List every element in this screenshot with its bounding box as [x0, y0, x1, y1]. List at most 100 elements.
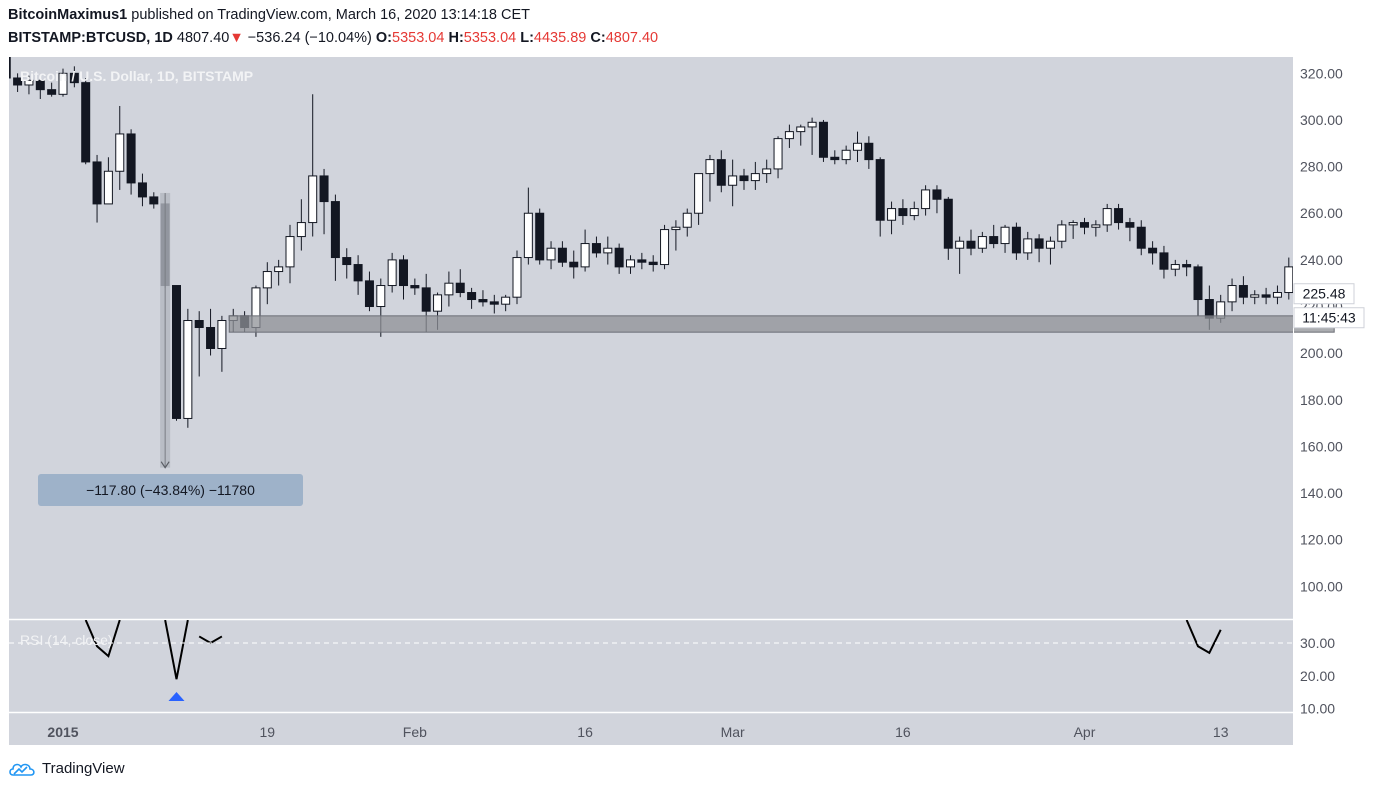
candle-down: [319, 175, 329, 203]
measure-label: −117.80 (−43.84%) −11780: [86, 482, 255, 498]
x-tick-label: 19: [260, 724, 276, 740]
y-tick-label: 280.00: [1300, 159, 1343, 175]
candle-up: [909, 208, 919, 217]
rsi-line: [84, 620, 121, 658]
signal-up-icon: [168, 692, 185, 701]
measure-box[interactable]: −117.80 (−43.84%) −11780: [38, 474, 303, 506]
candle-up: [115, 133, 125, 172]
countdown-label: 11:45:43: [1302, 310, 1356, 326]
candle-down: [206, 327, 216, 349]
candle-down: [35, 79, 45, 91]
candle-down: [739, 175, 749, 182]
candle-down: [1193, 266, 1203, 301]
candle-down: [898, 208, 908, 217]
candle-down: [875, 159, 885, 221]
candle-down: [614, 247, 624, 268]
rsi-tick-label: 30.00: [1300, 635, 1335, 651]
candle-up: [807, 121, 817, 128]
candle-down: [137, 182, 147, 198]
last-price-tag: 225.48: [1293, 283, 1355, 305]
candle-up: [841, 149, 851, 161]
high-label: H:: [448, 30, 464, 46]
countdown-tag: 11:45:43: [1293, 307, 1365, 329]
rsi-line: [164, 620, 189, 680]
candle-up: [603, 247, 613, 254]
tradingview-cloud-icon: [9, 763, 35, 776]
x-tick-label: Mar: [721, 724, 745, 740]
price-axis[interactable]: [1293, 57, 1371, 745]
candle-up: [694, 173, 704, 214]
candle-up: [274, 266, 284, 273]
rsi-lines: [84, 620, 1222, 680]
candle-up: [24, 79, 34, 86]
candle-up: [796, 126, 806, 133]
last-price-box: [1293, 283, 1355, 305]
candle-down: [478, 299, 488, 303]
candle-up: [887, 208, 897, 221]
candle-up: [1170, 264, 1180, 270]
y-tick-label: 160.00: [1300, 438, 1343, 454]
candle-down: [830, 156, 840, 161]
tradingview-logo[interactable]: TradingView: [8, 760, 125, 777]
candle-up: [773, 138, 783, 170]
candle-up: [376, 285, 386, 308]
last-price-label: 225.48: [1303, 286, 1346, 302]
candle-down: [864, 142, 874, 161]
candle-up: [103, 170, 113, 205]
candle-up: [1068, 222, 1078, 226]
candles: [9, 57, 1293, 428]
candle-up: [217, 320, 227, 349]
candle-down: [47, 89, 57, 95]
candle-down: [149, 196, 159, 205]
down-arrow-icon: ▼: [229, 30, 244, 46]
candle-up: [501, 296, 511, 305]
chart-title: Bitcoin / U.S. Dollar, 1D, BITSTAMP: [20, 68, 253, 84]
candle-down: [194, 320, 204, 329]
candle-up: [1023, 238, 1033, 254]
candle-down: [1148, 247, 1158, 254]
y-tick-label: 240.00: [1300, 252, 1343, 268]
candle-up: [1091, 224, 1101, 228]
y-tick-label: 320.00: [1300, 65, 1343, 81]
candle-down: [81, 82, 91, 163]
last-price-value: 4807.40: [176, 30, 230, 46]
candle-down: [9, 57, 11, 79]
candle-up: [728, 175, 738, 186]
candle-up: [262, 271, 272, 289]
candle-group: [9, 57, 1293, 428]
candle-up: [285, 236, 295, 268]
high-value: 5353.04: [463, 30, 517, 46]
candle-up: [1284, 266, 1293, 294]
candle-up: [853, 142, 862, 151]
candle-down: [1261, 294, 1271, 298]
author-name[interactable]: BitcoinMaximus1: [8, 7, 128, 23]
candle-down: [1080, 222, 1089, 228]
candle-down: [399, 259, 408, 287]
y-tick-label: 300.00: [1300, 112, 1343, 128]
x-tick-label: 2015: [47, 724, 78, 740]
candle-up: [921, 189, 931, 210]
candle-down: [591, 243, 601, 254]
candle-up: [1102, 208, 1112, 226]
symbol-label: BITSTAMP:BTCUSD, 1D: [8, 30, 173, 46]
candle-up: [58, 72, 68, 95]
measure-box-bg: [38, 474, 303, 506]
y-tick-label: 260.00: [1300, 205, 1343, 221]
candle-down: [92, 161, 102, 205]
candle-up: [183, 320, 193, 419]
candle-up: [433, 294, 443, 312]
candle-down: [716, 159, 726, 186]
rsi-line: [1185, 620, 1222, 655]
candle-down: [13, 77, 23, 86]
candle-down: [421, 287, 431, 312]
candle-down: [557, 247, 567, 263]
candle-down: [410, 285, 420, 289]
candle-down: [569, 261, 579, 268]
candle-up: [660, 229, 670, 266]
candle-up: [750, 173, 760, 182]
candle-down: [342, 257, 352, 266]
candle-up: [546, 247, 556, 261]
candle-up: [1250, 294, 1260, 298]
y-tick-label: 180.00: [1300, 392, 1343, 408]
